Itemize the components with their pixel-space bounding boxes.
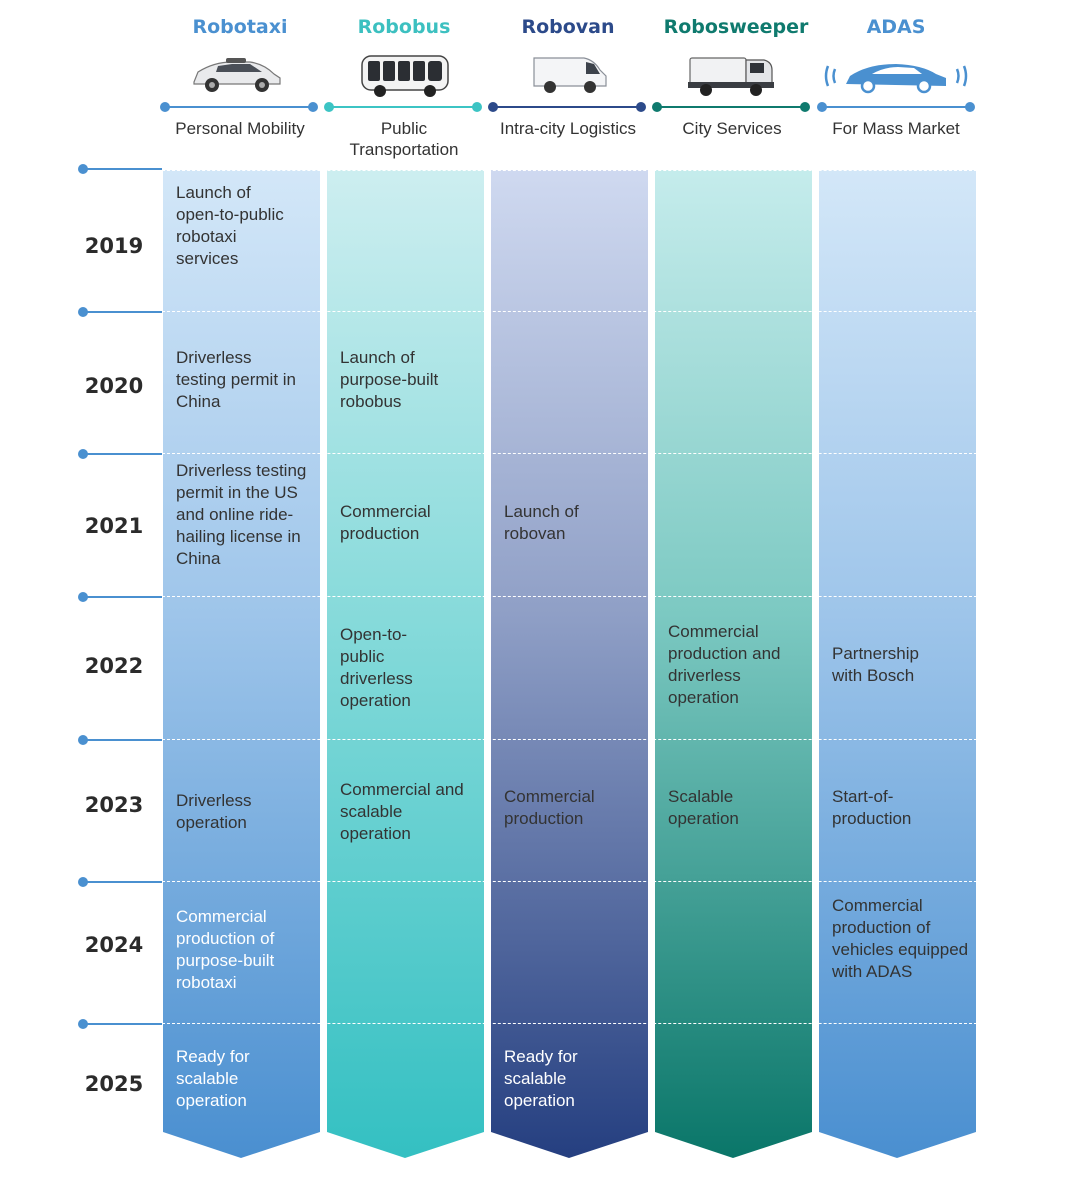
cell-adas-2023: Start-of-production [832,787,912,828]
cell-robobus-2022: Open-to-public driverless operation [340,625,413,710]
column-subtitle-robovan: Intra-city Logistics [499,119,637,138]
column-title-robovan: Robovan [521,16,615,38]
year-marker-dot [78,592,88,602]
row-separator [162,1023,977,1024]
adas-axis-dot-left [817,102,827,112]
cell-adas-2024: Commercial production of vehicles equipp… [832,896,969,981]
adas-axis-dot-right [965,102,975,112]
cell-robotaxi-2019: Launch of open-to-public robotaxi servic… [176,183,284,268]
year-marker-dot [78,307,88,317]
robosweeper-axis-dot-left [652,102,662,112]
cell-adas-2022: Partnership with Bosch [832,644,919,685]
year-marker-line [82,168,162,170]
cell-robovan-2025: Ready for scalable operation [504,1047,578,1110]
adas-car-signal-icon [824,64,968,94]
robovan-axis-line [494,106,640,108]
column-adas [819,170,976,1158]
column-robotaxi [163,170,320,1158]
cell-robotaxi-2020: Driverless testing permit in China [176,348,296,411]
column-robosweeper [655,170,812,1158]
year-label-2024: 2024 [84,933,144,957]
cell-robobus-2020: Launch of purpose-built robobus [340,348,439,411]
year-marker-line [82,881,162,883]
cell-robobus-2023: Commercial and scalable operation [340,780,464,843]
year-marker-line [82,453,162,455]
robotaxi-car-icon [193,58,281,92]
column-title-adas: ADAS [866,16,926,38]
year-marker-line [82,311,162,313]
row-separator [162,881,977,882]
row-separator [162,311,977,312]
year-label-2025: 2025 [84,1072,144,1096]
column-title-robosweeper: Robosweeper [663,16,809,38]
robobus-axis-dot-right [472,102,482,112]
robosweeper-icon [688,57,774,96]
year-marker-dot [78,877,88,887]
year-marker-dot [78,1019,88,1029]
year-label-2023: 2023 [84,793,144,817]
row-separator [162,453,977,454]
cell-robotaxi-2021: Driverless testing permit in the US and … [176,461,307,568]
year-marker-line [82,596,162,598]
column-title-robobus: Robobus [357,16,451,38]
year-marker-line [82,739,162,741]
year-label-2022: 2022 [84,654,144,678]
cell-robovan-2023: Commercial production [504,787,595,828]
robobus-axis-dot-left [324,102,334,112]
robotaxi-axis-dot-right [308,102,318,112]
cell-robotaxi-2024: Commercial production of purpose-built r… [176,907,275,992]
column-robobus [327,170,484,1158]
year-marker-line [82,1023,162,1025]
column-title-robotaxi: Robotaxi [192,16,288,38]
cell-robovan-2021: Launch of robovan [504,502,579,543]
column-subtitle-robosweeper: City Services [682,119,782,138]
year-label-2019: 2019 [84,234,144,258]
robovan-icon [533,57,607,93]
robobus-axis-line [330,106,476,108]
column-robovan [491,170,648,1158]
robotaxi-axis-dot-left [160,102,170,112]
robovan-axis-dot-left [488,102,498,112]
row-separator [162,170,977,171]
row-separator [162,596,977,597]
cell-robosweeper-2022: Commercial production and driverless ope… [668,622,781,707]
robovan-axis-dot-right [636,102,646,112]
year-marker-dot [78,735,88,745]
year-marker-dot [78,164,88,174]
robosweeper-axis-dot-right [800,102,810,112]
robosweeper-axis-line [658,106,804,108]
column-subtitle-robobus: Public Transportation [349,119,459,159]
year-label-2020: 2020 [84,374,144,398]
cell-robobus-2021: Commercial production [340,502,431,543]
cell-robotaxi-2025: Ready for scalable operation [176,1047,250,1110]
robotaxi-axis-line [165,106,311,108]
cell-robotaxi-2023: Driverless operation [176,791,252,832]
column-subtitle-robotaxi: Personal Mobility [175,119,305,138]
row-separator [162,739,977,740]
year-marker-dot [78,449,88,459]
cell-robosweeper-2023: Scalable operation [668,787,739,828]
adas-axis-line [822,106,968,108]
year-label-2021: 2021 [84,514,144,538]
column-subtitle-adas: For Mass Market [832,119,960,138]
robobus-icon [361,55,449,97]
